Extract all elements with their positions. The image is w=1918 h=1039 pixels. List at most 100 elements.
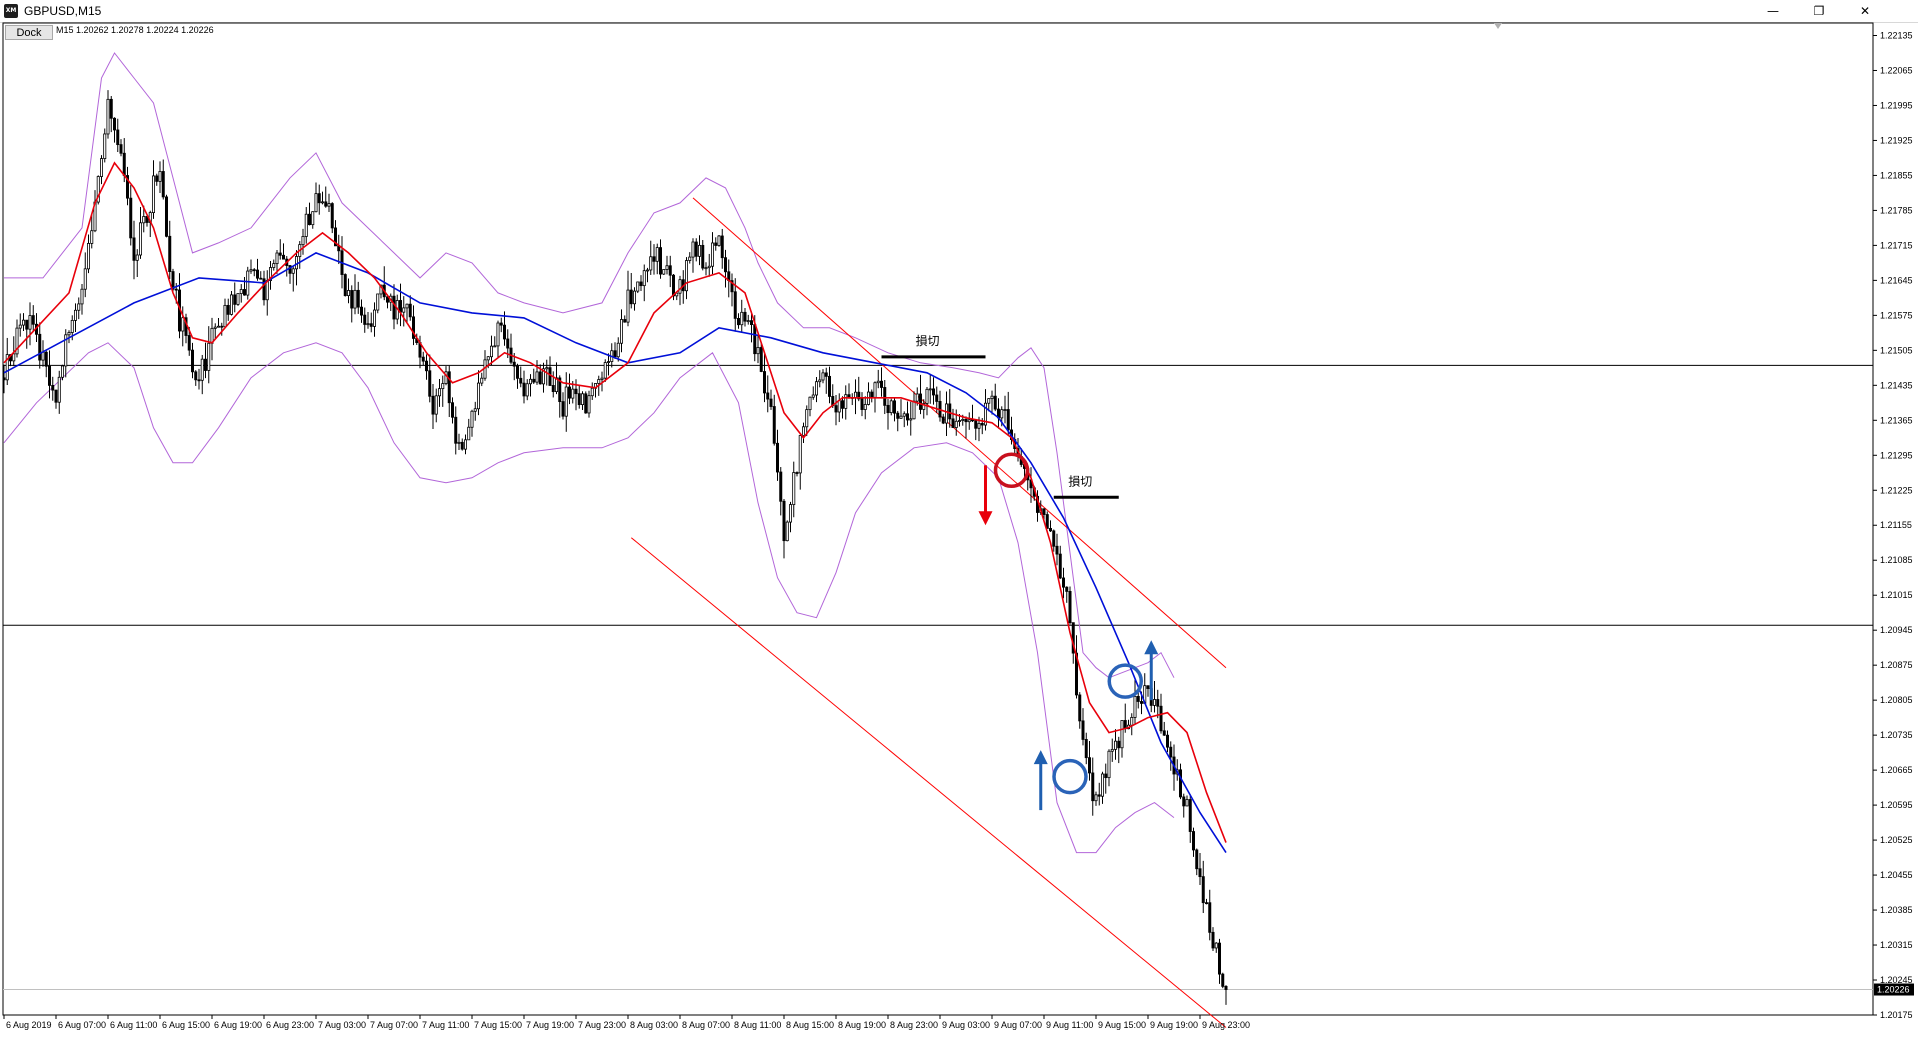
restore-button[interactable]: ❐ — [1813, 4, 1825, 18]
candle-body-down — [44, 351, 48, 367]
candle-body-up — [470, 410, 474, 428]
candle-body-up — [899, 415, 903, 419]
candle-body-down — [1058, 553, 1062, 579]
candle-body-up — [366, 323, 370, 326]
candle-body-down — [1224, 985, 1228, 990]
highlight-circle-red — [993, 452, 1030, 489]
time-tick-label: 6 Aug 07:00 — [58, 1020, 106, 1030]
candle-body-up — [265, 280, 269, 301]
candle-body-up — [311, 211, 315, 226]
candle-body-up — [912, 400, 916, 420]
candle-body-up — [70, 319, 74, 333]
candle-body-down — [668, 265, 672, 276]
arrow-up-icon-head — [1033, 750, 1048, 765]
candle-body-up — [1120, 720, 1124, 749]
minimize-button[interactable]: — — [1767, 4, 1779, 18]
candle-body-down — [109, 98, 113, 119]
candle-body-up — [1000, 409, 1004, 419]
candle-body-up — [480, 377, 484, 384]
candle-body-up — [616, 342, 620, 358]
candle-body-down — [1179, 769, 1183, 798]
candle-body-down — [964, 418, 968, 423]
candle-body-down — [203, 358, 207, 371]
candle-body-up — [711, 242, 715, 267]
price-tick-label: 1.20455 — [1880, 870, 1913, 880]
candle-body-up — [346, 290, 350, 297]
candle-body-up — [649, 256, 653, 271]
price-tick-label: 1.21855 — [1880, 170, 1913, 180]
candle-body-up — [529, 378, 533, 385]
candle-body-down — [385, 296, 389, 303]
price-tick-label: 1.20665 — [1880, 765, 1913, 775]
candle-body-down — [502, 324, 506, 340]
candle-body-down — [857, 391, 861, 400]
close-button[interactable]: ✕ — [1859, 4, 1871, 18]
candle-body-down — [672, 274, 676, 297]
candle-body-down — [714, 242, 718, 246]
candle-body-down — [737, 317, 741, 326]
candle-body-up — [633, 290, 637, 305]
candle-body-down — [333, 227, 337, 247]
candle-body-down — [522, 382, 526, 397]
candle-body-down — [1117, 740, 1121, 749]
candle-body-down — [1136, 695, 1140, 702]
candle-body-down — [730, 280, 734, 293]
candle-body-down — [113, 117, 117, 131]
candle-body-down — [519, 377, 523, 384]
candle-body-down — [906, 413, 910, 421]
candle-body-down — [516, 365, 520, 379]
candle-body-up — [434, 395, 438, 415]
candle-body-up — [181, 317, 185, 332]
candle-body-down — [174, 288, 178, 291]
candle-body-down — [558, 377, 562, 403]
window-title: GBPUSD,M15 — [24, 4, 102, 18]
time-tick-label: 6 Aug 19:00 — [214, 1020, 262, 1030]
candle-body-up — [405, 303, 409, 309]
time-tick-label: 9 Aug 07:00 — [994, 1020, 1042, 1030]
candle-body-down — [652, 256, 656, 262]
candle-body-down — [772, 406, 776, 444]
candle-body-up — [909, 418, 913, 421]
candle-body-up — [581, 393, 585, 406]
candle-body-down — [454, 416, 458, 444]
candle-body-down — [766, 392, 770, 400]
price-tick-label: 1.21995 — [1880, 100, 1913, 110]
candle-body-up — [620, 319, 624, 344]
candle-body-up — [41, 351, 45, 361]
moving-averages — [3, 161, 1227, 854]
candle-body-up — [961, 418, 965, 421]
candle-body-up — [945, 403, 949, 424]
candle-body-down — [980, 423, 984, 426]
candle-body-up — [272, 263, 276, 268]
time-tick-label: 7 Aug 11:00 — [422, 1020, 469, 1030]
candle-body-down — [974, 420, 978, 429]
candle-body-down — [252, 269, 256, 272]
candle-body-up — [441, 383, 445, 390]
time-tick-label: 6 Aug 11:00 — [110, 1020, 157, 1030]
candle-body-up — [655, 247, 659, 262]
candle-body-down — [350, 290, 354, 309]
candle-body-up — [229, 294, 233, 315]
candle-body-down — [171, 271, 175, 290]
candle-body-up — [675, 292, 679, 297]
candle-body-up — [1153, 699, 1157, 706]
chart-shift-marker[interactable] — [1494, 23, 1502, 29]
candle-body-up — [135, 254, 139, 261]
time-tick-label: 8 Aug 03:00 — [630, 1020, 678, 1030]
candle-body-up — [246, 270, 250, 296]
candle-body-down — [1192, 831, 1196, 851]
candle-body-down — [330, 203, 334, 229]
candle-body-down — [639, 281, 643, 287]
arrow-up-icon-head — [1144, 640, 1159, 655]
candle-body-down — [538, 371, 542, 385]
candle-body-up — [815, 381, 819, 396]
candle-body-down — [1166, 734, 1170, 748]
candle-body-down — [1097, 794, 1101, 797]
candle-body-up — [96, 176, 100, 203]
candle-body-down — [512, 361, 516, 367]
dock-button[interactable]: Dock — [5, 25, 53, 40]
candle-body-down — [145, 216, 149, 223]
current-price-badge — [1874, 983, 1914, 996]
candle-body-up — [925, 388, 929, 404]
